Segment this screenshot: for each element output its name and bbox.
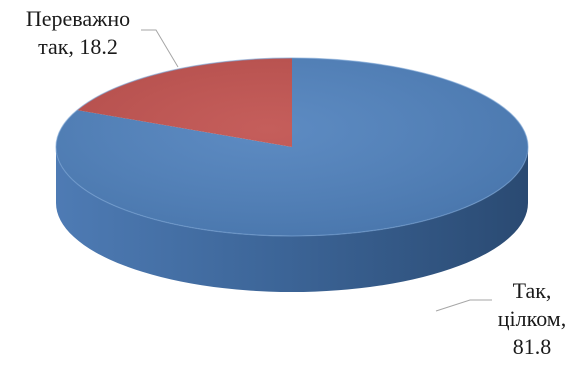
pie-slice-side-1 xyxy=(56,147,528,292)
slice-label-1-line-2: цілком, xyxy=(498,306,566,331)
labels-group: Так, цілком, 81.8 Переважно так, 18.2 xyxy=(26,6,566,359)
pie-rim xyxy=(55,57,529,237)
pie-group xyxy=(55,57,529,292)
slice-label-1-line-3: 81.8 xyxy=(513,334,552,359)
slice-label-2-line-2: так, 18.2 xyxy=(38,34,118,59)
slice-label-1-line-1: Так, xyxy=(513,278,552,303)
leader-line-2 xyxy=(141,29,179,68)
leader-line-1 xyxy=(435,299,492,312)
pie-top-shading xyxy=(56,58,528,236)
slice-label-2-line-1: Переважно xyxy=(26,6,130,31)
